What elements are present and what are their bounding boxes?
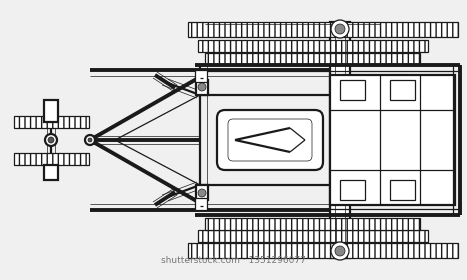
Bar — [205, 218, 420, 230]
Bar — [330, 22, 350, 258]
Bar — [195, 70, 207, 82]
Bar — [195, 198, 207, 210]
Bar — [188, 243, 458, 258]
Bar — [196, 185, 208, 200]
Bar — [390, 80, 415, 100]
Circle shape — [45, 134, 57, 146]
Bar — [44, 100, 58, 122]
Text: shutterstock.com · 1351296077: shutterstock.com · 1351296077 — [161, 256, 306, 265]
Circle shape — [85, 135, 95, 145]
Circle shape — [331, 20, 349, 38]
Bar — [44, 165, 58, 180]
Circle shape — [335, 24, 345, 34]
Bar — [330, 75, 455, 205]
Bar — [188, 22, 458, 37]
FancyBboxPatch shape — [217, 110, 323, 170]
Circle shape — [198, 83, 206, 91]
Circle shape — [48, 137, 54, 143]
Bar — [198, 40, 428, 52]
Bar — [14, 153, 89, 165]
Circle shape — [198, 189, 206, 197]
Bar — [205, 53, 420, 65]
Bar — [340, 80, 365, 100]
Bar — [198, 230, 428, 242]
Bar — [14, 116, 89, 128]
Circle shape — [88, 138, 92, 142]
Bar — [196, 80, 208, 95]
Bar — [390, 180, 415, 200]
Circle shape — [335, 246, 345, 256]
Bar — [340, 180, 365, 200]
Circle shape — [331, 242, 349, 260]
